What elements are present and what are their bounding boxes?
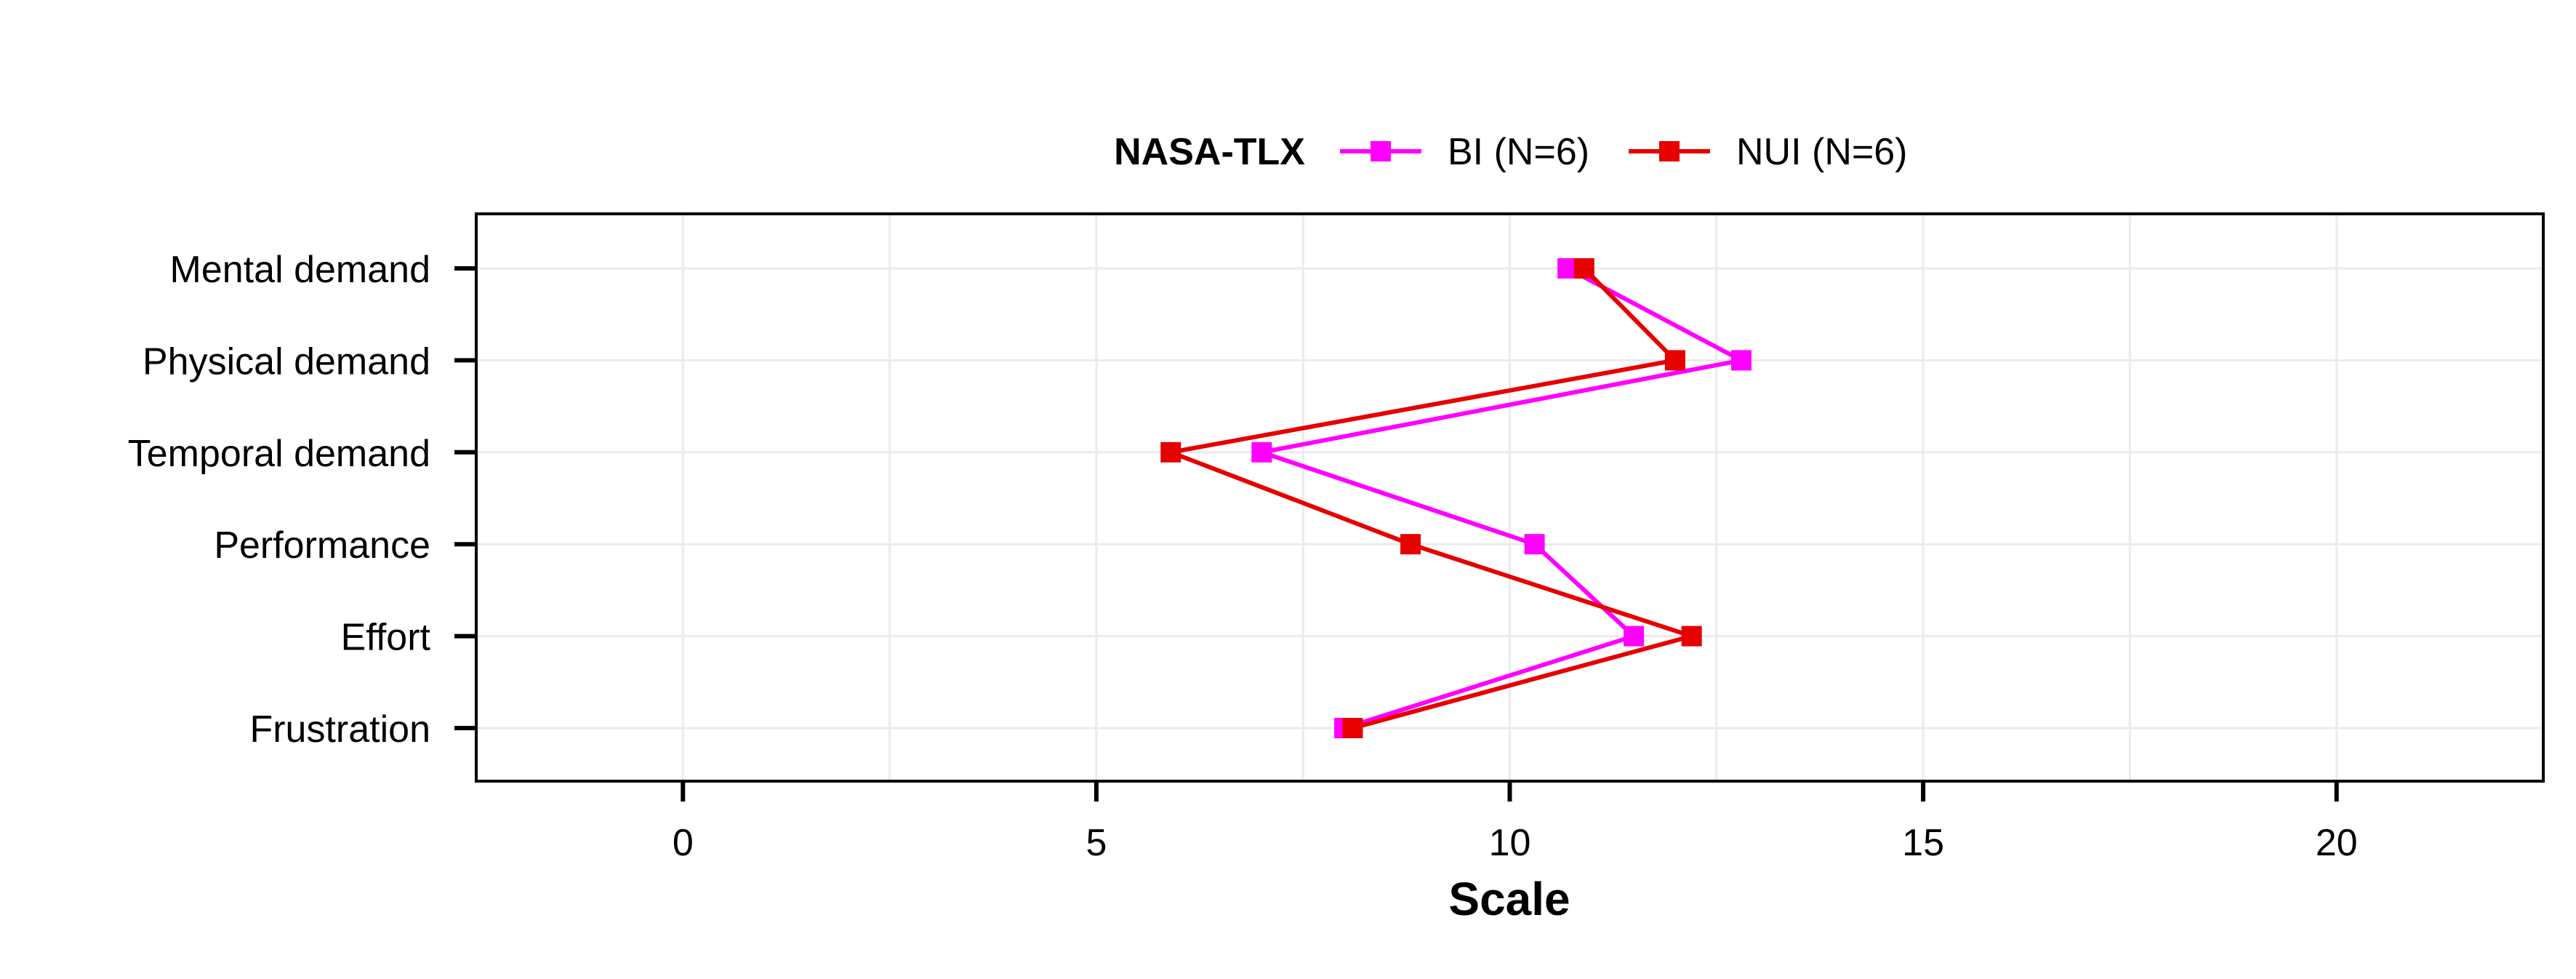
y-tick-label: Temporal demand xyxy=(128,433,430,475)
x-tick-label: 15 xyxy=(1902,822,1944,864)
legend-title: NASA-TLX xyxy=(1114,131,1305,173)
data-point xyxy=(1681,626,1702,647)
data-point xyxy=(1160,441,1181,463)
data-point xyxy=(1730,350,1752,371)
legend: NASA-TLX BI (N=6) NUI (N=6) xyxy=(1114,131,1907,173)
x-axis: 0 5 10 15 20 xyxy=(673,781,2358,864)
series-layer xyxy=(1160,258,1752,738)
series-line xyxy=(1168,266,1694,730)
y-axis: Mental demand Physical demand Temporal dem… xyxy=(128,249,476,751)
legend-label: BI (N=6) xyxy=(1448,131,1589,173)
x-tick-label: 20 xyxy=(2316,822,2358,864)
legend-key-marker xyxy=(1371,141,1391,161)
y-tick-label: Mental demand xyxy=(170,249,430,291)
y-tick-label: Frustration xyxy=(249,708,430,751)
data-point xyxy=(1342,718,1363,738)
data-point xyxy=(1573,258,1594,279)
legend-label: NUI (N=6) xyxy=(1736,131,1907,173)
data-point xyxy=(1664,350,1685,371)
data-point xyxy=(1624,626,1645,647)
series-group xyxy=(1160,258,1702,738)
x-tick-label: 0 xyxy=(673,822,694,864)
legend-key-marker xyxy=(1659,141,1680,161)
y-tick-label: Performance xyxy=(214,524,430,567)
data-point xyxy=(1251,441,1272,463)
x-axis-title: Scale xyxy=(1448,873,1570,925)
series-group xyxy=(1251,258,1752,738)
data-point xyxy=(1524,534,1545,555)
x-tick-label: 10 xyxy=(1489,822,1531,864)
gridlines xyxy=(476,214,2543,781)
x-tick-label: 5 xyxy=(1086,822,1107,864)
series-line xyxy=(1259,266,1744,730)
data-point xyxy=(1400,534,1421,555)
y-tick-label: Effort xyxy=(341,617,431,659)
y-tick-label: Physical demand xyxy=(143,340,430,383)
